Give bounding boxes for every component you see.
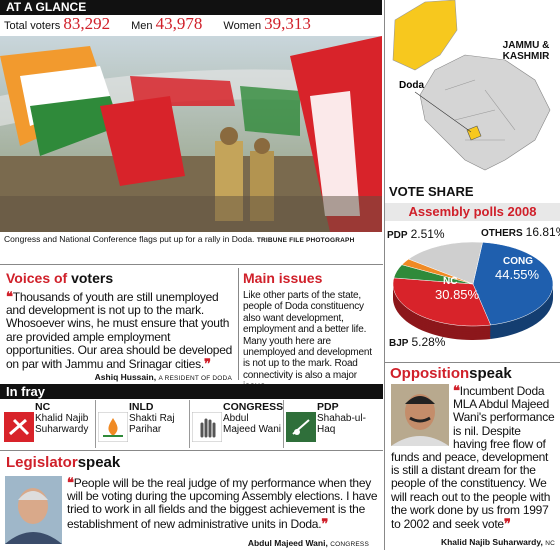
map: Doda JAMMU & KASHMIR [392, 0, 551, 171]
candidate-party: PDP [317, 401, 339, 413]
quote-mark: ❝ [6, 289, 13, 304]
party-symbol [286, 412, 316, 442]
legislator-author: Abdul Majeed Wani, CONGRESS [67, 538, 369, 548]
divider [385, 362, 560, 363]
stat-label: Men [131, 20, 153, 32]
divider [0, 450, 383, 451]
voices-author: Ashiq Hussain, A RESIDENT OF DODA [6, 372, 232, 382]
pie-slice [392, 277, 492, 327]
quote-mark: ❝ [453, 383, 460, 398]
candidate-party: NC [35, 401, 51, 413]
candidate: NC Khalid Najib Suharwardy [2, 400, 96, 448]
candidate-name: Khalid Najib Suharwardy [35, 413, 89, 435]
photo-caption: Congress and National Conference flags p… [4, 234, 255, 244]
legislator-quote: ❝People will be the real judge of my per… [67, 476, 379, 531]
divider [384, 0, 385, 550]
voices-quote: ❝Thousands of youth are still unemployed… [6, 290, 234, 371]
title-black: voters [71, 270, 114, 286]
stat-value: 43,978 [155, 14, 203, 33]
quote-text: People will be the real judge of my perf… [67, 476, 378, 531]
photo-caption-box: Congress and National Conference flags p… [4, 234, 382, 246]
candidate-name: Shahab-ul-Haq [317, 413, 366, 435]
title-red: Legislator [6, 454, 78, 471]
title-red: Voices of [6, 270, 68, 286]
candidate-name: Abdul Majeed Wani [223, 413, 281, 435]
value-label: 2.51% [411, 227, 445, 241]
voices-title: Voices of voters [6, 270, 113, 287]
title-black: speak [469, 365, 512, 382]
value-label: 16.81% [526, 225, 560, 239]
header-bar: AT A GLANCE [0, 0, 382, 15]
portrait [391, 384, 449, 446]
opposition-quote: ❝Incumbent Doda MLA Abdul Majeed Wani's … [391, 384, 557, 531]
author-role: CONGRESS [330, 541, 369, 548]
subtitle-bar: Assembly polls 2008 [385, 203, 560, 221]
slice-label: NC 30.85% [435, 276, 480, 302]
pie-chart: CONG 44.55% NC 30.85% BJP 5.28% PDP 2.51% OTHERS… [387, 225, 560, 349]
pie-slice [408, 241, 483, 285]
divider [0, 264, 383, 265]
value-label: 5.28% [411, 335, 445, 349]
author: Ashiq Hussain, [94, 372, 157, 382]
category-label: PDP [387, 230, 408, 241]
candidate-name: Shakti Raj Parihar [129, 413, 175, 435]
stat-label: Total voters [4, 20, 61, 32]
stats: Total voters 83,292 Men 43,978 Women 39,… [4, 14, 382, 34]
stat-value: 39,313 [264, 14, 311, 33]
candidate: INLD Shakti Raj Parihar [96, 400, 190, 448]
candidate: CONGRESS Abdul Majeed Wani [190, 400, 284, 448]
quote-mark: ❞ [203, 356, 211, 372]
issues-text: Like other parts of the state, people of… [243, 290, 372, 392]
divider [238, 268, 239, 380]
quote-text: Thousands of youth are still unemployed … [6, 290, 233, 372]
opposition-title: Oppositionspeak [390, 365, 512, 382]
quote-mark: ❞ [321, 515, 329, 531]
issues-title: Main issues [243, 270, 323, 286]
party-symbol [98, 412, 128, 442]
map-state: JAMMU & KASHMIR [502, 40, 550, 62]
title-black: speak [77, 454, 121, 471]
fray-title: In fray [6, 384, 46, 399]
stat-label: Women [223, 20, 262, 32]
category-label: CONG [503, 256, 533, 267]
party-symbol [4, 412, 34, 442]
map-district: Doda [399, 80, 424, 91]
value-label: 44.55% [495, 267, 540, 282]
value-label: 30.85% [435, 287, 480, 302]
photo [0, 36, 382, 232]
category-label: OTHERS [481, 228, 523, 239]
author: Khalid Najib Suharwardy, [440, 537, 543, 547]
author-role: A RESIDENT OF DODA [158, 375, 232, 382]
header-title: AT A GLANCE [6, 0, 87, 14]
slice-label: PDP 2.51% [387, 227, 445, 241]
chart-title: VOTE SHARE [389, 184, 474, 199]
fray-bar: In fray [0, 384, 383, 399]
category-label: NC [443, 276, 457, 287]
candidate-party: CONGRESS [223, 401, 284, 413]
slice-label: BJP 5.28% [389, 335, 446, 349]
author-role: NC [545, 540, 555, 547]
stat-value: 83,292 [63, 14, 111, 33]
portrait [5, 476, 62, 544]
slice-label: CONG 44.55% [495, 256, 540, 282]
opposition-author: Khalid Najib Suharwardy, NC [391, 537, 555, 547]
title-red: Opposition [390, 365, 470, 382]
quote-mark: ❝ [67, 475, 74, 490]
party-symbol [192, 412, 222, 442]
pie-slice [472, 242, 554, 326]
author: Abdul Majeed Wani, [247, 538, 328, 548]
legislator-title: Legislatorspeak [6, 454, 120, 471]
chart-subtitle: Assembly polls 2008 [408, 204, 537, 219]
category-label: BJP [389, 338, 409, 349]
quote-text: Incumbent Doda MLA Abdul Majeed Wani's p… [391, 384, 555, 532]
photo-credit: TRIBUNE FILE PHOTOGRAPH [256, 237, 355, 244]
candidate-party: INLD [129, 401, 154, 413]
candidate: PDP Shahab-ul-Haq [284, 400, 377, 448]
quote-mark: ❞ [503, 516, 511, 532]
